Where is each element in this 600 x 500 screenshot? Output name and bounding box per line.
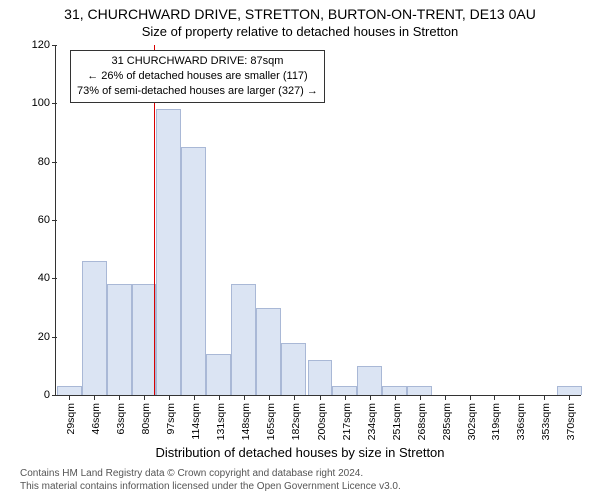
x-tick-mark [420, 395, 421, 400]
x-axis-label: Distribution of detached houses by size … [0, 445, 600, 460]
y-tick-label: 40 [38, 272, 56, 284]
info-line-size: 31 CHURCHWARD DRIVE: 87sqm [77, 54, 318, 69]
x-tick-mark [269, 395, 270, 400]
x-tick-label: 46sqm [86, 403, 102, 443]
x-tick-label: 97sqm [161, 403, 177, 443]
x-tick-label: 182sqm [286, 403, 302, 443]
histogram-bar [181, 147, 206, 395]
x-tick-mark [219, 395, 220, 400]
x-tick-label: 131sqm [211, 403, 227, 443]
x-tick-label: 302sqm [462, 403, 478, 443]
x-tick-label: 251sqm [387, 403, 403, 443]
x-tick-label: 336sqm [511, 403, 527, 443]
x-tick-mark [320, 395, 321, 400]
x-tick-label: 80sqm [136, 403, 152, 443]
histogram-bar [382, 386, 407, 395]
x-tick-label: 268sqm [412, 403, 428, 443]
histogram-bar [132, 284, 157, 395]
page-subtitle: Size of property relative to detached ho… [0, 24, 600, 39]
x-tick-mark [569, 395, 570, 400]
histogram-bar [308, 360, 333, 395]
x-tick-mark [94, 395, 95, 400]
x-tick-mark [194, 395, 195, 400]
credits-line-1: Contains HM Land Registry data © Crown c… [20, 467, 401, 480]
x-tick-mark [370, 395, 371, 400]
x-tick-label: 114sqm [186, 403, 202, 443]
x-tick-mark [345, 395, 346, 400]
histogram-bar [332, 386, 357, 395]
y-tick-label: 60 [38, 214, 56, 226]
histogram-bar [557, 386, 582, 395]
y-tick-label: 0 [44, 389, 56, 401]
x-tick-mark [544, 395, 545, 400]
histogram-bar [407, 386, 432, 395]
x-tick-mark [169, 395, 170, 400]
x-tick-mark [69, 395, 70, 400]
x-tick-mark [445, 395, 446, 400]
credits-line-2: This material contains information licen… [20, 480, 401, 493]
histogram-bar [107, 284, 132, 395]
x-tick-mark [144, 395, 145, 400]
x-tick-mark [119, 395, 120, 400]
x-tick-mark [519, 395, 520, 400]
histogram-bar [231, 284, 256, 395]
x-tick-label: 217sqm [337, 403, 353, 443]
histogram-bar [57, 386, 82, 395]
x-tick-label: 353sqm [536, 403, 552, 443]
x-tick-label: 165sqm [261, 403, 277, 443]
histogram-bar [156, 109, 181, 395]
x-tick-mark [494, 395, 495, 400]
x-tick-mark [395, 395, 396, 400]
x-tick-mark [294, 395, 295, 400]
x-tick-label: 285sqm [437, 403, 453, 443]
x-tick-label: 234sqm [362, 403, 378, 443]
histogram-bar [82, 261, 107, 395]
x-tick-label: 319sqm [486, 403, 502, 443]
x-tick-mark [244, 395, 245, 400]
x-tick-label: 148sqm [236, 403, 252, 443]
x-tick-label: 63sqm [111, 403, 127, 443]
x-tick-label: 370sqm [561, 403, 577, 443]
x-tick-label: 200sqm [312, 403, 328, 443]
histogram-bar [281, 343, 306, 396]
property-info-box: 31 CHURCHWARD DRIVE: 87sqm ← 26% of deta… [70, 50, 325, 103]
y-tick-label: 20 [38, 331, 56, 343]
info-line-larger: 73% of semi-detached houses are larger (… [77, 84, 318, 99]
y-tick-label: 80 [38, 156, 56, 168]
histogram-bar [206, 354, 231, 395]
info-line-smaller: ← 26% of detached houses are smaller (11… [77, 69, 318, 84]
y-tick-label: 120 [32, 39, 56, 51]
y-tick-label: 100 [32, 97, 56, 109]
histogram-bar [357, 366, 382, 395]
page-title: 31, CHURCHWARD DRIVE, STRETTON, BURTON-O… [0, 6, 600, 22]
x-tick-mark [470, 395, 471, 400]
credits: Contains HM Land Registry data © Crown c… [20, 467, 401, 493]
histogram-bar [256, 308, 281, 396]
x-tick-label: 29sqm [61, 403, 77, 443]
